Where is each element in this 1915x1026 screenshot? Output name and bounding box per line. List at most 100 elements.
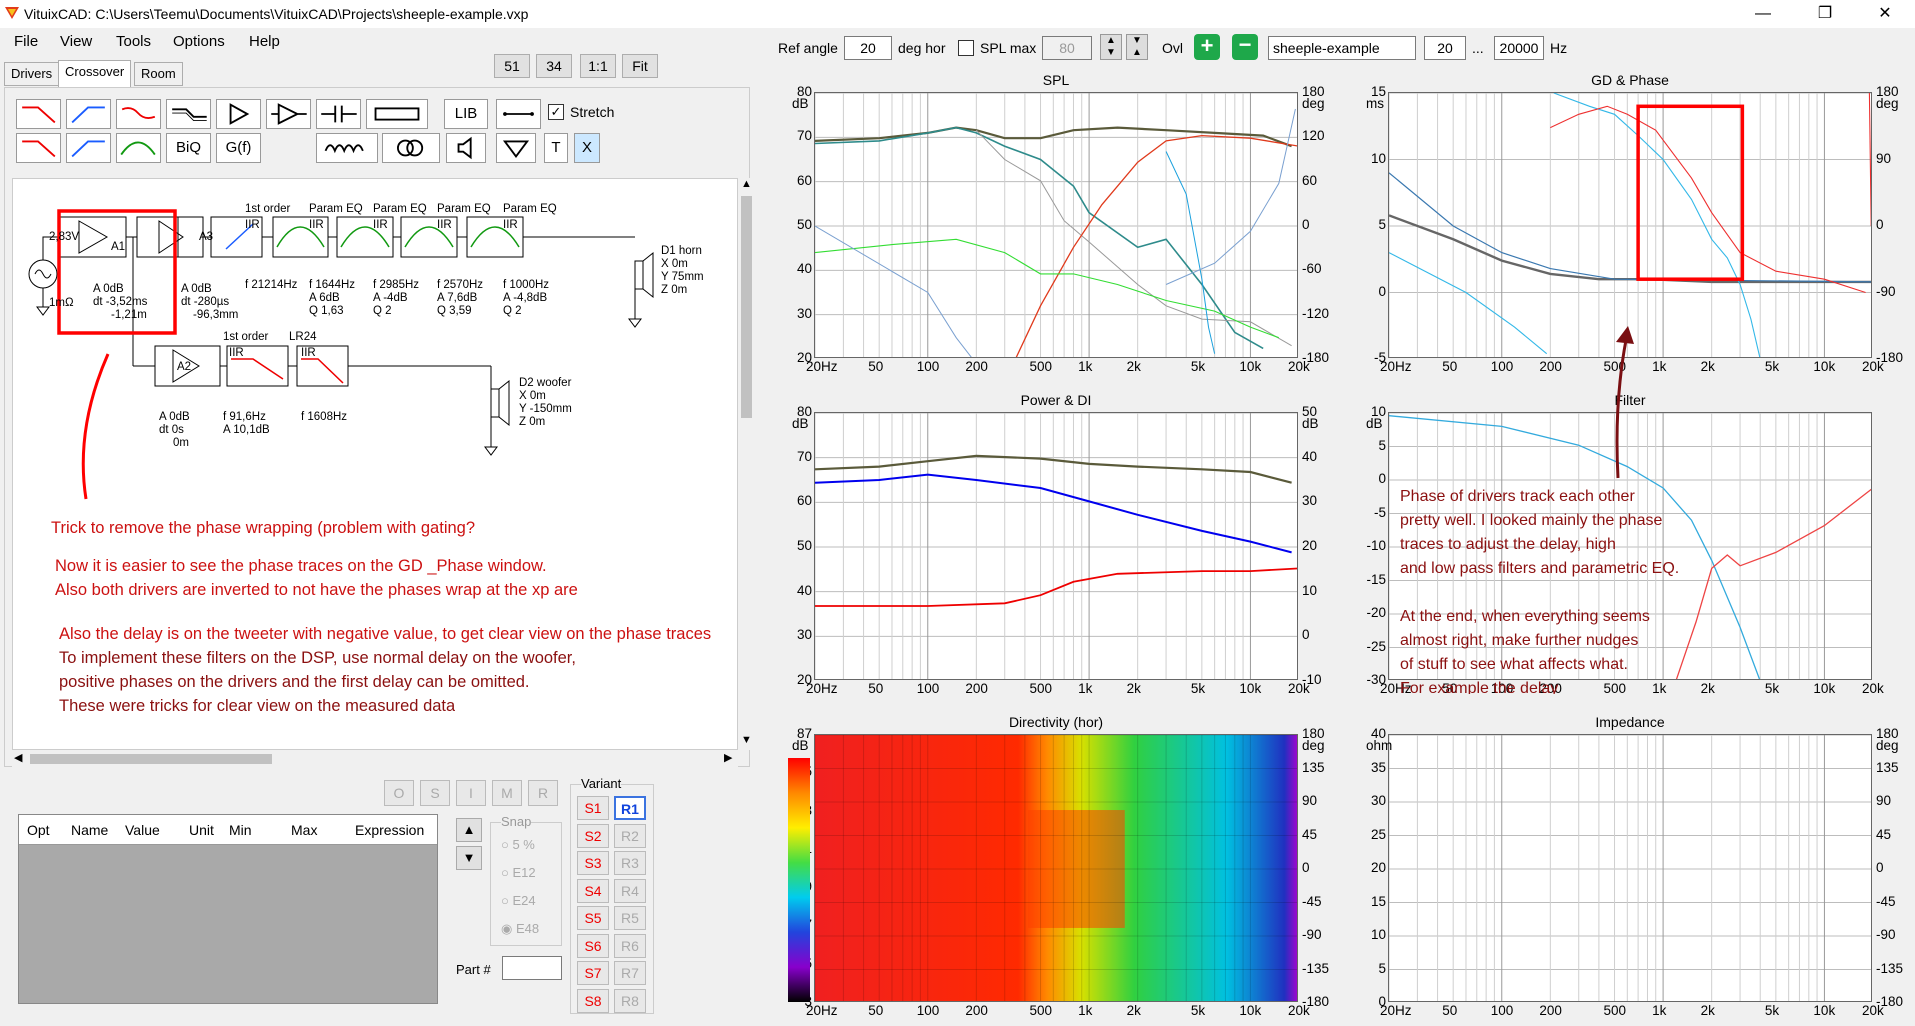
variant-r2-button[interactable]: R2 xyxy=(614,823,646,848)
tab-crossover[interactable]: Crossover xyxy=(58,60,132,87)
scroll-left-icon[interactable]: ◀ xyxy=(14,752,23,764)
highpass-blue-button[interactable] xyxy=(66,99,111,129)
variant-r1-button[interactable]: R1 xyxy=(614,796,646,820)
variant-r8-button[interactable]: R8 xyxy=(614,988,646,1013)
transformer-button[interactable] xyxy=(382,133,440,163)
impedance-graph-plot[interactable] xyxy=(1388,734,1872,1002)
s-button[interactable]: S xyxy=(420,780,450,806)
spl-graph-plot[interactable] xyxy=(814,92,1298,358)
snap-5pct[interactable]: ○ 5 % xyxy=(501,837,535,852)
variant-s2-button[interactable]: S2 xyxy=(577,823,609,848)
col-expression[interactable]: Expression xyxy=(355,822,425,838)
col-max[interactable]: Max xyxy=(291,822,318,838)
highpass2-blue-button[interactable] xyxy=(66,133,111,163)
driver-button[interactable] xyxy=(446,133,486,163)
variant-s6-button[interactable]: S6 xyxy=(577,933,609,958)
parameter-table[interactable]: Opt Name Value Unit Min Max Expression xyxy=(18,814,438,1004)
snap-e48[interactable]: ◉ E48 xyxy=(501,921,540,936)
minimize-button[interactable]: — xyxy=(1755,5,1771,22)
variant-s3-button[interactable]: S3 xyxy=(577,851,609,875)
ground-button[interactable] xyxy=(496,133,536,163)
col-min[interactable]: Min xyxy=(229,822,252,838)
i-button[interactable]: I xyxy=(456,780,486,806)
library-button[interactable]: LIB xyxy=(444,99,488,129)
directivity-graph-plot[interactable] xyxy=(814,734,1298,1002)
freq-low-input[interactable]: 20 xyxy=(1424,36,1466,60)
o-button[interactable]: O xyxy=(384,780,414,806)
variant-s4-button[interactable]: S4 xyxy=(577,878,609,903)
variant-r3-button[interactable]: R3 xyxy=(614,851,646,875)
impedance-graph-xtick: 20k xyxy=(1862,1003,1884,1018)
variant-r4-button[interactable]: R4 xyxy=(614,878,646,903)
freq-high-input[interactable]: 20000 xyxy=(1494,36,1544,60)
maximize-button[interactable]: ❐ xyxy=(1817,5,1833,22)
stretch-checkbox[interactable]: ✓ xyxy=(548,104,564,120)
add-overlay-icon[interactable]: + xyxy=(1194,34,1220,60)
resistor-button[interactable] xyxy=(366,99,428,129)
capacitor-button[interactable] xyxy=(316,99,361,129)
snap-e24[interactable]: ○ E24 xyxy=(501,893,536,908)
m-button[interactable]: M xyxy=(492,780,522,806)
biquad-button[interactable]: BiQ xyxy=(166,133,211,163)
filter-graph-plot[interactable] xyxy=(1388,412,1872,680)
variant-r5-button[interactable]: R5 xyxy=(614,906,646,930)
wire-button[interactable] xyxy=(496,99,541,129)
spl-range-button[interactable]: ▼ ▲ xyxy=(1126,34,1148,60)
delete-button[interactable]: X xyxy=(574,133,600,163)
buffer-button[interactable] xyxy=(216,99,261,129)
snap-e12[interactable]: ○ E12 xyxy=(501,865,536,880)
horizontal-scroll-thumb[interactable] xyxy=(30,754,272,764)
schematic-canvas[interactable]: 2,83V 1mΩ A1 A 0dB dt -3,52ms -1,21m A3 … xyxy=(12,178,738,750)
spl-max-checkbox[interactable] xyxy=(958,40,974,56)
variant-r7-button[interactable]: R7 xyxy=(614,961,646,985)
allpass-button[interactable] xyxy=(116,99,161,129)
text-button[interactable]: T xyxy=(544,133,568,163)
variant-s5-button[interactable]: S5 xyxy=(577,906,609,930)
ref-angle-input[interactable]: 20 xyxy=(844,36,892,60)
variant-s8-button[interactable]: S8 xyxy=(577,988,609,1013)
variant-s1-button[interactable]: S1 xyxy=(577,796,609,820)
spl-max-input[interactable]: 80 xyxy=(1042,36,1092,60)
move-up-button[interactable]: ▲ xyxy=(456,818,482,842)
zoom-34-button[interactable]: 34 xyxy=(536,54,572,78)
r-button[interactable]: R xyxy=(528,780,558,806)
schematic-horizontal-scrollbar[interactable]: ◀ ▶ xyxy=(12,750,738,767)
move-down-button[interactable]: ▼ xyxy=(456,846,482,870)
tab-drivers[interactable]: Drivers xyxy=(4,62,60,86)
zoom-51-button[interactable]: 51 xyxy=(494,54,530,78)
menu-help[interactable]: Help xyxy=(249,33,280,50)
gf-button[interactable]: G(f) xyxy=(216,133,261,163)
menu-tools[interactable]: Tools xyxy=(116,33,152,50)
tab-room[interactable]: Room xyxy=(134,62,183,86)
peq4-q: Q 2 xyxy=(503,305,522,317)
col-value[interactable]: Value xyxy=(125,822,160,838)
spl-up-down-button[interactable]: ▲ ▼ xyxy=(1100,34,1122,60)
menu-options[interactable]: Options xyxy=(173,33,225,50)
lowpass-red-button[interactable] xyxy=(16,133,61,163)
peq-button[interactable] xyxy=(116,133,161,163)
part-input[interactable] xyxy=(502,956,562,980)
shelf-button[interactable] xyxy=(166,99,211,129)
variant-s7-button[interactable]: S7 xyxy=(577,961,609,985)
opamp-button[interactable] xyxy=(266,99,311,129)
scroll-up-icon[interactable]: ▲ xyxy=(741,178,752,190)
menu-view[interactable]: View xyxy=(60,33,93,50)
inductor-button[interactable] xyxy=(316,133,378,163)
vertical-scroll-thumb[interactable] xyxy=(741,196,752,418)
col-opt[interactable]: Opt xyxy=(27,822,50,838)
col-unit[interactable]: Unit xyxy=(189,822,214,838)
zoom-fit-button[interactable]: Fit xyxy=(622,54,658,78)
zoom-1to1-button[interactable]: 1:1 xyxy=(580,54,616,78)
variant-r6-button[interactable]: R6 xyxy=(614,933,646,958)
scroll-down-icon[interactable]: ▼ xyxy=(741,734,752,746)
scroll-right-icon[interactable]: ▶ xyxy=(724,752,733,764)
menu-file[interactable]: File xyxy=(14,33,39,50)
col-name[interactable]: Name xyxy=(71,822,109,838)
power-di-graph-plot[interactable] xyxy=(814,412,1298,680)
schematic-vertical-scrollbar[interactable]: ▲ ▼ xyxy=(738,178,755,750)
gd-phase-graph-plot[interactable] xyxy=(1388,92,1872,358)
overlay-name-input[interactable]: sheeple-example xyxy=(1268,36,1416,60)
highpass-red-button[interactable] xyxy=(16,99,61,129)
close-button[interactable]: ✕ xyxy=(1878,5,1892,22)
remove-overlay-icon[interactable]: − xyxy=(1232,34,1258,60)
